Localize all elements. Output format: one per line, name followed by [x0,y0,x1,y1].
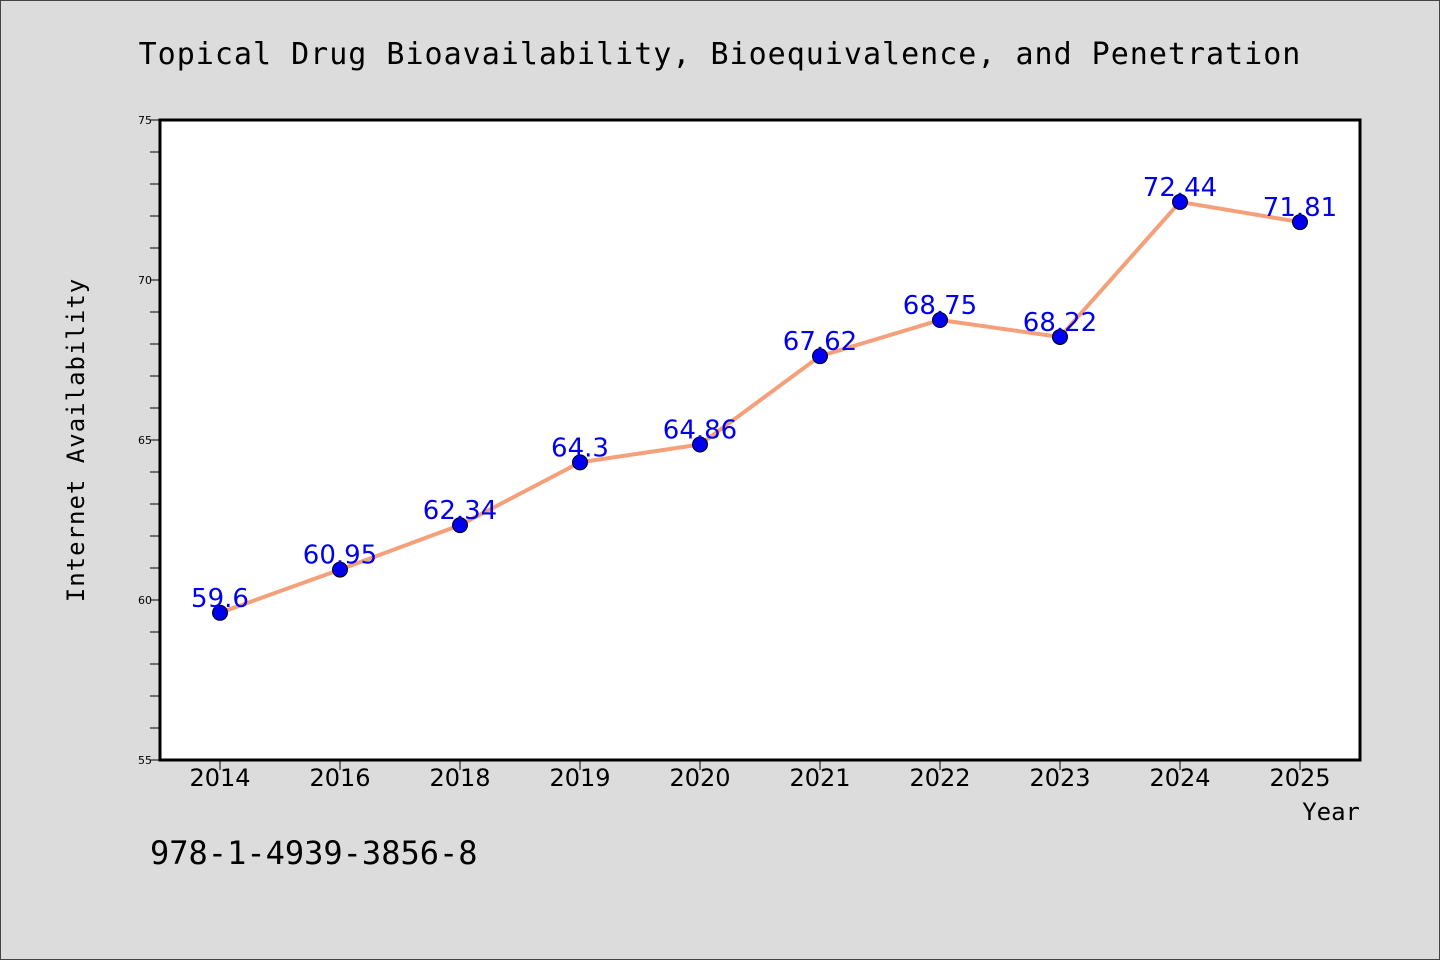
data-point [452,517,468,534]
data-point [1052,328,1068,345]
y-axis-label: Internet Availability [62,278,90,602]
data-label: 60.95 [303,541,377,571]
data-series: 59.6 60.95 62.34 64.3 64.86 67.62 68.75 68.22 72… [191,173,1337,621]
x-tick-label: 2025 [1269,764,1330,792]
data-label: 71.81 [1263,193,1337,223]
x-tick-label: 2014 [189,764,250,792]
y-tick-label: 70 [138,274,152,287]
y-tick-label: 60 [138,594,152,607]
data-point [572,454,588,471]
data-label: 68.75 [903,291,977,321]
x-tick-label: 2019 [549,764,610,792]
series-line [219,199,1301,615]
data-point [1172,193,1188,210]
y-tick-label: 75 [138,114,152,127]
data-point [812,348,828,365]
isbn-text: 978-1-4939-3856-8 [150,834,478,872]
y-tick-label: 65 [138,434,152,447]
x-tick-label: 2018 [429,764,490,792]
x-tick-label: 2024 [1149,764,1210,792]
data-label: 68.22 [1023,308,1097,338]
data-point [692,436,708,453]
data-label: 72.44 [1143,173,1217,203]
x-tick-label: 2020 [669,764,730,792]
data-point [1292,214,1308,231]
data-label: 67.62 [783,327,857,357]
data-point [332,561,348,578]
data-point [212,604,228,621]
data-label: 59.6 [191,584,249,614]
x-axis: 2014 2016 2018 2019 2020 2021 2022 2023 2024 2025 [189,760,1331,792]
y-axis: 55 60 65 70 75 [138,114,160,767]
x-tick-label: 2021 [789,764,850,792]
x-tick-label: 2023 [1029,764,1090,792]
plot-area [158,118,1362,762]
chart-title: Topical Drug Bioavailability, Bioequival… [139,37,1302,72]
x-tick-label: 2022 [909,764,970,792]
data-label: 62.34 [423,496,497,526]
data-point [932,312,948,328]
x-axis-label: Year [1302,798,1360,826]
data-label: 64.86 [663,415,737,445]
data-label: 64.3 [551,433,609,463]
x-tick-label: 2016 [309,764,370,792]
y-tick-label: 55 [138,754,152,767]
